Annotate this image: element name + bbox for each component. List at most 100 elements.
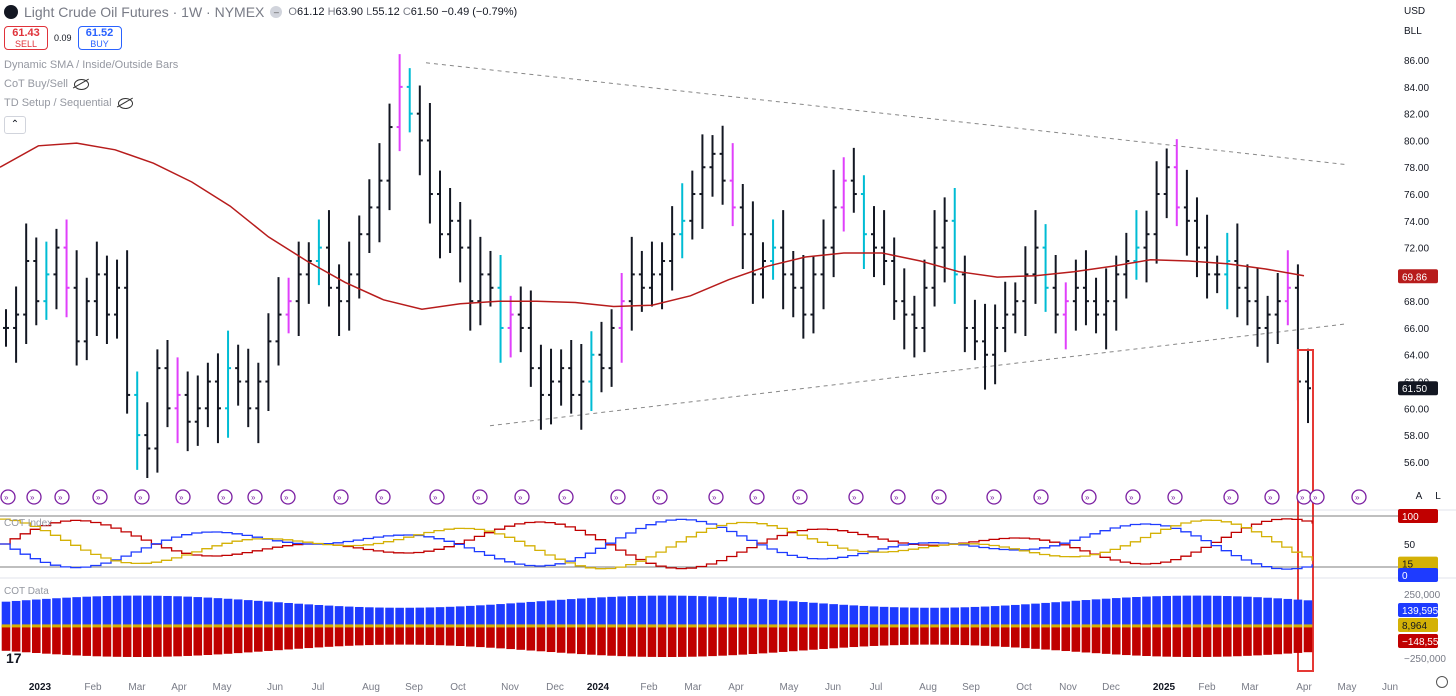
price-bar [13, 286, 20, 363]
price-bar [1022, 246, 1029, 336]
time-axis-label: Oct [1016, 682, 1032, 693]
event-marker-icon[interactable]: » [652, 489, 668, 505]
svg-text:100: 100 [1402, 512, 1419, 523]
event-marker-icon[interactable]: » [375, 489, 391, 505]
eye-hidden-icon[interactable] [74, 78, 89, 90]
event-marker-icon[interactable]: » [1264, 489, 1280, 505]
event-marker-icon[interactable]: » [1309, 489, 1325, 505]
indicator-sma-label[interactable]: Dynamic SMA / Inside/Outside Bars [4, 59, 179, 71]
event-marker-icon[interactable]: » [792, 489, 808, 505]
cot-data-bar [405, 607, 415, 645]
svg-text:»: » [518, 493, 523, 502]
event-marker-icon[interactable]: » [0, 489, 16, 505]
time-axis-label: Nov [1059, 682, 1077, 693]
event-marker-icon[interactable]: » [217, 489, 233, 505]
svg-text:»: » [1300, 493, 1305, 502]
menu-dot-icon[interactable]: – [270, 6, 283, 18]
event-marker-icon[interactable]: » [708, 489, 724, 505]
event-marker-icon[interactable]: » [472, 489, 488, 505]
event-marker-icon[interactable]: » [280, 489, 296, 505]
time-axis-label: Jun [267, 682, 283, 693]
event-marker-icon[interactable]: » [247, 489, 263, 505]
event-marker-icon[interactable]: » [514, 489, 530, 505]
currency-label[interactable]: USD [1404, 6, 1426, 17]
price-bar [881, 210, 888, 286]
event-marker-icon[interactable]: » [558, 489, 574, 505]
symbol-title[interactable]: Light Crude Oil Futures · 1W · NYMEX [24, 4, 265, 20]
cot-data-bar [1132, 597, 1141, 656]
event-marker-icon[interactable]: » [890, 489, 906, 505]
price-bar [114, 259, 121, 339]
cot-data-bar [1222, 596, 1232, 657]
event-marker-icon[interactable]: » [931, 489, 947, 505]
price-bar [1173, 139, 1180, 227]
price-bar [800, 254, 807, 339]
price-bar [699, 134, 706, 229]
eye-hidden-icon[interactable] [117, 97, 133, 109]
cot-data-bar [1, 601, 11, 651]
time-axis-label: Apr [1296, 682, 1312, 693]
price-bar [467, 219, 474, 331]
event-marker-icon[interactable]: » [1033, 489, 1049, 505]
price-bar [1153, 161, 1160, 264]
settings-gear-icon[interactable] [1436, 676, 1448, 688]
price-bar [1193, 197, 1200, 278]
auto-scale-button[interactable]: A [1415, 491, 1423, 502]
cot-data-bar [173, 596, 182, 657]
price-bar [1042, 224, 1049, 312]
event-marker-icon[interactable]: » [333, 489, 349, 505]
price-bar [406, 68, 413, 133]
event-marker-icon[interactable]: » [1081, 489, 1097, 505]
collapse-indicators-button[interactable]: ⌃ [4, 116, 26, 134]
event-marker-icon[interactable]: » [1167, 489, 1183, 505]
time-axis-label: May [780, 682, 799, 693]
event-marker-icon[interactable]: » [1223, 489, 1239, 505]
price-bar [1183, 169, 1190, 256]
event-marker-icon[interactable]: » [429, 489, 445, 505]
unit-label[interactable]: BLL [1404, 26, 1422, 37]
event-marker-icon[interactable]: » [1351, 489, 1367, 505]
event-marker-icon[interactable]: » [1125, 489, 1141, 505]
svg-text:−148,559: −148,559 [1402, 637, 1444, 648]
event-marker-icon[interactable]: » [175, 489, 191, 505]
cot-data-bar [869, 606, 879, 646]
event-marker-icon[interactable]: » [92, 489, 108, 505]
time-axis-label: 2023 [29, 682, 52, 693]
lower-trendline[interactable] [489, 323, 1347, 427]
cot-data-bar [415, 607, 425, 645]
symbol-logo-icon [4, 5, 18, 19]
event-marker-icon[interactable]: » [610, 489, 626, 505]
svg-text:»: » [179, 493, 184, 502]
indicator-td-label[interactable]: TD Setup / Sequential [4, 97, 133, 109]
buy-button[interactable]: 61.52 BUY [77, 26, 122, 50]
price-bar [83, 277, 90, 361]
indicator-cot-label[interactable]: CoT Buy/Sell [4, 78, 89, 90]
event-marker-icon[interactable]: » [986, 489, 1002, 505]
time-axis-label: May [1338, 682, 1357, 693]
event-marker-icon[interactable]: » [848, 489, 864, 505]
event-marker-icon[interactable]: » [1296, 489, 1312, 505]
cot-data-bar [92, 596, 102, 657]
event-marker-icon[interactable]: » [134, 489, 150, 505]
last-price-tag: 61.50 [1398, 381, 1438, 396]
sma-line[interactable] [0, 142, 1305, 310]
event-marker-icon[interactable]: » [54, 489, 70, 505]
cot-data-bar [1303, 600, 1313, 653]
cot-data-bar [193, 597, 203, 656]
cot-data-bar [153, 595, 162, 657]
log-scale-button[interactable]: L [1435, 491, 1441, 502]
price-bar [315, 219, 322, 286]
time-axis-label: Sep [962, 682, 980, 693]
price-bar [507, 295, 514, 358]
cot-data-bar [31, 599, 41, 653]
event-marker-icon[interactable]: » [26, 489, 42, 505]
cot-data-bar [324, 605, 334, 647]
cot-data-bar [698, 596, 707, 657]
sell-button[interactable]: 61.43 SELL [4, 26, 48, 50]
cot-data-bar [738, 597, 748, 655]
svg-text:139,595: 139,595 [1402, 606, 1439, 617]
upper-trendline[interactable] [425, 62, 1347, 166]
price-bar [850, 147, 857, 213]
highlight-box[interactable] [1297, 349, 1314, 672]
event-marker-icon[interactable]: » [749, 489, 765, 505]
